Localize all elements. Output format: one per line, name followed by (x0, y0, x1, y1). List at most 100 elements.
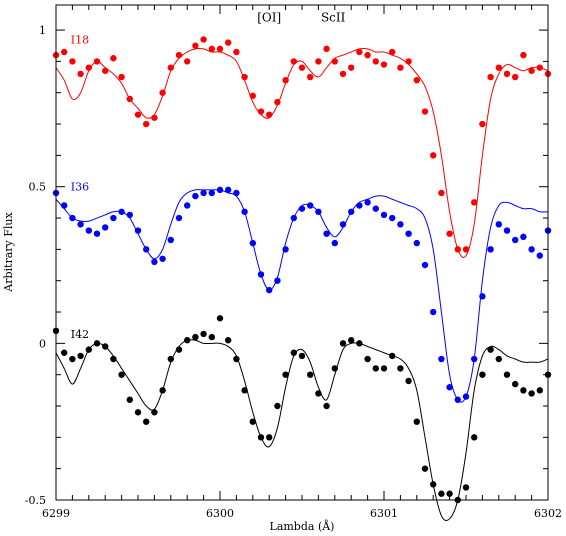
data-point-i36 (60, 202, 68, 209)
data-point-i18 (184, 58, 191, 65)
observed-points-layer (52, 36, 552, 504)
data-point-i42 (143, 418, 150, 425)
data-point-i36 (143, 246, 150, 253)
data-point-i18 (167, 64, 174, 71)
data-point-i18 (249, 92, 256, 100)
data-point-i42 (282, 371, 289, 378)
data-point-i42 (102, 343, 109, 350)
y-tick-label: 0.5 (29, 181, 47, 194)
data-point-i18 (421, 108, 429, 115)
data-point-i42 (134, 409, 142, 416)
data-point-i18 (134, 111, 142, 118)
y-tick-label: 0 (39, 337, 46, 350)
data-point-i18 (175, 51, 183, 59)
data-point-i36 (85, 227, 93, 234)
data-point-i18 (102, 67, 109, 74)
data-point-i42 (389, 352, 396, 360)
data-point-i18 (413, 76, 420, 84)
data-point-i36 (175, 214, 183, 222)
data-point-i36 (495, 221, 502, 228)
data-point-i18 (512, 73, 519, 81)
data-point-i36 (471, 355, 478, 363)
data-point-i36 (126, 211, 133, 219)
data-point-i42 (503, 371, 511, 378)
data-point-i18 (110, 55, 117, 62)
series-label-i36: I36 (71, 181, 89, 194)
data-point-i36 (438, 355, 445, 363)
data-point-i18 (380, 61, 388, 68)
data-point-i36 (454, 396, 461, 403)
data-point-i42 (126, 396, 133, 403)
data-point-i18 (471, 199, 478, 206)
data-point-i42 (348, 337, 355, 344)
data-point-i42 (216, 315, 224, 322)
data-point-i18 (93, 58, 101, 65)
data-point-i36 (266, 286, 273, 294)
data-point-i18 (364, 51, 371, 59)
data-point-i18 (405, 58, 412, 65)
data-point-i18 (151, 114, 158, 121)
data-point-i18 (85, 64, 93, 71)
data-point-i42 (438, 490, 445, 497)
data-point-i36 (315, 208, 322, 215)
data-point-i42 (257, 434, 265, 441)
data-point-i42 (290, 349, 297, 356)
data-point-i42 (85, 346, 93, 353)
line-annotation: ScII (321, 11, 346, 25)
data-point-i42 (331, 365, 338, 372)
data-point-i42 (528, 390, 535, 397)
data-point-i36 (134, 227, 142, 234)
data-point-i42 (413, 418, 420, 425)
data-point-i36 (487, 246, 494, 253)
data-point-i18 (233, 48, 240, 56)
data-point-i36 (397, 221, 404, 228)
data-point-i36 (233, 189, 240, 197)
data-point-i42 (60, 349, 68, 356)
data-point-i36 (462, 393, 470, 400)
data-point-i42 (323, 402, 330, 410)
data-point-i18 (495, 64, 502, 71)
data-point-i36 (225, 186, 232, 194)
data-point-i42 (495, 355, 502, 363)
data-point-i36 (356, 202, 363, 209)
data-point-i42 (372, 365, 379, 372)
data-point-i36 (118, 208, 125, 215)
data-point-i42 (356, 340, 363, 347)
data-point-i36 (167, 236, 174, 244)
data-point-i36 (93, 230, 101, 237)
data-point-i36 (307, 202, 314, 209)
line-annotation: [OI] (257, 11, 281, 25)
data-point-i42 (462, 484, 470, 491)
data-point-i42 (151, 409, 158, 416)
data-point-i42 (225, 337, 232, 344)
data-point-i42 (118, 371, 125, 378)
data-point-i42 (167, 355, 174, 363)
data-point-i36 (405, 230, 412, 237)
data-point-i42 (315, 390, 322, 397)
data-point-i36 (200, 189, 207, 197)
data-point-i36 (430, 308, 437, 316)
y-axis-label: Arbitrary Flux (2, 212, 15, 293)
data-point-i36 (241, 208, 248, 215)
data-point-i42 (266, 434, 273, 441)
data-point-i36 (512, 236, 519, 244)
ticks-layer (55, 5, 549, 501)
data-point-i42 (200, 330, 207, 338)
data-point-i36 (290, 214, 297, 222)
data-point-i18 (430, 152, 437, 159)
data-point-i36 (446, 384, 453, 391)
data-point-i42 (233, 355, 240, 363)
data-point-i18 (257, 108, 265, 115)
data-point-i42 (479, 371, 486, 378)
x-axis-label: Lambda (Å) (270, 519, 335, 533)
data-point-i18 (503, 70, 511, 78)
data-point-i42 (397, 365, 404, 372)
y-tick-label: -0.5 (25, 494, 46, 507)
data-point-i36 (274, 277, 281, 284)
data-point-i18 (216, 45, 224, 53)
data-point-i18 (118, 73, 125, 81)
data-point-i36 (520, 233, 527, 241)
data-point-i36 (503, 227, 511, 234)
data-point-i42 (298, 352, 306, 360)
data-point-i18 (200, 36, 207, 43)
